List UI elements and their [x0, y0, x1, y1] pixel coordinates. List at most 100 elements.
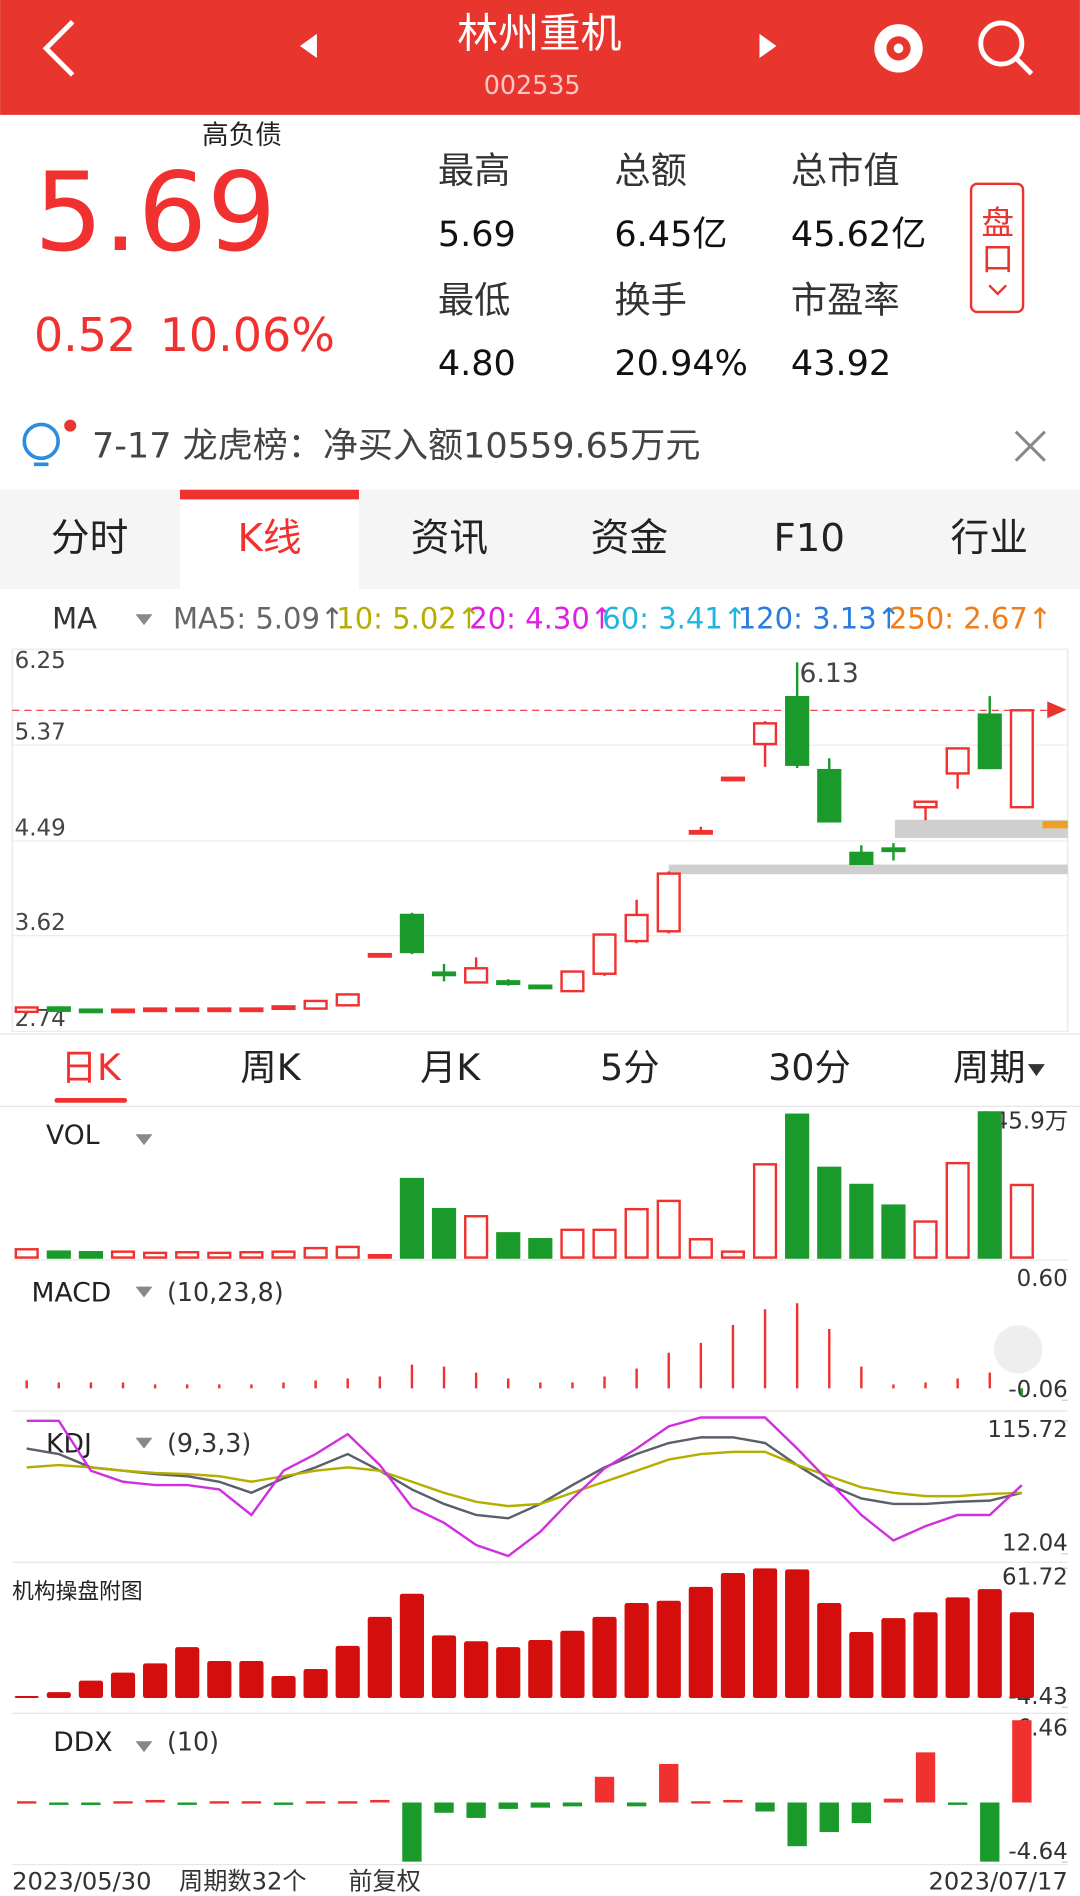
- volume-bar: [239, 1251, 264, 1259]
- inst-bar: [881, 1618, 906, 1699]
- volume-bar: [78, 1251, 103, 1259]
- stat-label: 最低: [438, 278, 511, 321]
- inst-bar: [945, 1597, 970, 1699]
- ddx-bar: [434, 1802, 454, 1813]
- ma-legend: MA5: 5.09↑: [173, 601, 344, 635]
- volume-bar: [817, 1166, 842, 1259]
- inst-bar: [528, 1640, 553, 1699]
- volume-bar: [175, 1251, 200, 1259]
- period-tab[interactable]: 周K: [240, 1046, 301, 1089]
- kdj-line: [26, 1436, 1023, 1520]
- volume-bar: [367, 1253, 392, 1259]
- candle-body: [1009, 709, 1034, 809]
- ddx-bar: [980, 1802, 1000, 1862]
- tab[interactable]: 资金: [591, 516, 668, 561]
- ddx-bar: [530, 1802, 551, 1808]
- price: 5.69: [34, 149, 276, 276]
- candle-body: [399, 913, 425, 954]
- period-tab[interactable]: 30分: [768, 1046, 850, 1089]
- candle-body: [431, 971, 457, 977]
- button-text[interactable]: 口: [981, 240, 1014, 278]
- ddx-bar: [466, 1802, 486, 1818]
- expand-button[interactable]: [994, 1325, 1043, 1374]
- y-tick-label: 4.49: [15, 815, 66, 841]
- candle-body: [335, 993, 360, 1007]
- dropdown[interactable]: [135, 1741, 153, 1753]
- inst-bar: [367, 1616, 392, 1699]
- volume-bar: [688, 1238, 713, 1259]
- inst-bar: [977, 1589, 1002, 1699]
- tab[interactable]: 分时: [51, 516, 128, 561]
- y-tick-label: -4.64: [1008, 1839, 1067, 1865]
- inst-bar: [752, 1568, 778, 1699]
- candle-body: [110, 1008, 136, 1014]
- ma-legend: 60: 3.41↑: [602, 601, 747, 635]
- inst-bar: [624, 1603, 649, 1699]
- ddx-bar: [819, 1802, 839, 1833]
- close-notice[interactable]: [1014, 430, 1046, 462]
- ddx-bar: [338, 1801, 358, 1804]
- inst-bar: [46, 1692, 71, 1699]
- dropdown[interactable]: [135, 1437, 153, 1449]
- tab[interactable]: 行业: [951, 516, 1028, 561]
- search-icon[interactable]: [978, 20, 1034, 76]
- stat-value: 20.94%: [614, 343, 748, 384]
- next-stock[interactable]: [759, 33, 777, 59]
- candle-body: [560, 970, 585, 993]
- volume-bar: [752, 1163, 778, 1259]
- ddx-bar: [113, 1801, 133, 1804]
- tab[interactable]: F10: [774, 516, 845, 561]
- volume-bar: [945, 1161, 970, 1259]
- tab[interactable]: 资讯: [411, 516, 488, 561]
- candle-body: [496, 980, 521, 985]
- ddx-bar: [49, 1802, 69, 1805]
- inst-bar: [431, 1635, 457, 1699]
- volume-bar: [207, 1251, 232, 1259]
- notice: 7-17 龙虎榜：净买入额10559.65万元: [92, 425, 700, 466]
- volume-bar: [528, 1238, 553, 1259]
- back-button[interactable]: [42, 20, 75, 77]
- candle-body: [239, 1007, 264, 1013]
- footer-adjust: 前复权: [348, 1868, 421, 1896]
- ddx-bar: [659, 1763, 679, 1803]
- marker: [1042, 821, 1068, 829]
- dropdown[interactable]: [135, 614, 153, 626]
- mascot-icon[interactable]: [874, 24, 923, 73]
- period-tab[interactable]: 5分: [600, 1046, 659, 1089]
- dropdown[interactable]: [135, 1134, 153, 1146]
- button-text[interactable]: 盘: [981, 204, 1014, 242]
- period-tab[interactable]: 月K: [420, 1046, 481, 1089]
- period-tab[interactable]: 周期: [953, 1046, 1026, 1089]
- panel-params: (10,23,8): [167, 1277, 284, 1307]
- dropdown[interactable]: [1027, 1064, 1045, 1077]
- volume-bar: [720, 1250, 746, 1259]
- footer-count: 周期数32个: [179, 1868, 306, 1896]
- candle-body: [528, 984, 553, 990]
- candle-body: [78, 1008, 103, 1014]
- dropdown[interactable]: [135, 1286, 153, 1298]
- volume-bar: [464, 1215, 489, 1259]
- ddx-bar: [723, 1799, 743, 1803]
- candle-body: [656, 872, 681, 933]
- prev-stock[interactable]: [299, 33, 317, 59]
- candle-body: [367, 952, 392, 958]
- ddx-bar: [915, 1752, 936, 1803]
- volume-bar: [881, 1204, 906, 1259]
- footer-date: 2023/07/17: [928, 1868, 1067, 1896]
- tab[interactable]: K线: [237, 516, 301, 561]
- volume-bar: [46, 1250, 71, 1259]
- inst-bar: [785, 1569, 810, 1699]
- candle-body: [143, 1007, 168, 1013]
- order-book-button[interactable]: [969, 182, 1025, 314]
- ma-legend: 20: 4.30↑: [469, 601, 614, 635]
- period-tab[interactable]: 日K: [61, 1046, 122, 1089]
- volume-bar: [592, 1228, 617, 1259]
- volume-bar: [143, 1251, 168, 1259]
- candle-body: [207, 1007, 232, 1013]
- panel-title: VOL: [46, 1120, 100, 1151]
- candle-body: [913, 800, 938, 809]
- period-indicator: [54, 1097, 128, 1103]
- y-tick-label: 0.60: [1017, 1266, 1068, 1292]
- inst-bar: [207, 1661, 232, 1699]
